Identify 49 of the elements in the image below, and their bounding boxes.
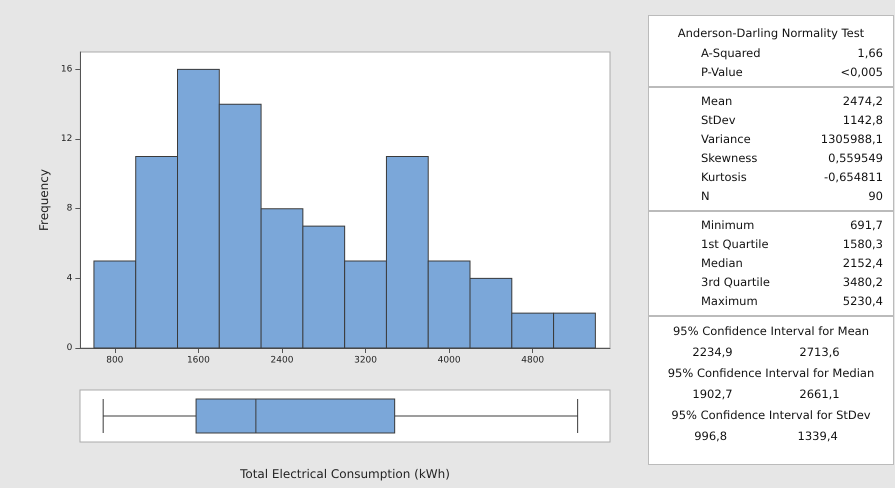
text: 95% Confidence Interval for Median (666, 365, 876, 382)
text: 2152,4 (842, 255, 883, 272)
y-axis-title: Frequency (37, 169, 51, 231)
y-tick-label: 16 (60, 64, 73, 74)
x-tick-label: 3200 (354, 356, 378, 366)
text: Mean (701, 93, 734, 110)
x-axis-title: Total Electrical Consumption (kWh) (239, 467, 450, 481)
text: 1902,7 (692, 386, 733, 403)
text: Variance (701, 131, 752, 148)
text: 1st Quartile (701, 236, 770, 253)
text: A-Squared (701, 45, 762, 62)
x-tick-label: 4800 (521, 356, 544, 366)
text: 2661,1 (799, 386, 840, 403)
y-tick-label: 12 (60, 134, 72, 144)
x-tick-label: 800 (106, 356, 124, 366)
text: 95% Confidence Interval for StDev (670, 407, 872, 424)
text: 1305988,1 (820, 131, 883, 148)
text: N (701, 188, 711, 205)
x-tick-label: 1600 (186, 356, 210, 366)
text: 1,66 (857, 45, 883, 62)
text: Skewness (701, 150, 758, 167)
text: 90 (868, 188, 883, 205)
text: 691,7 (850, 217, 883, 234)
text: 1142,8 (842, 112, 883, 129)
text: 2474,2 (842, 93, 883, 110)
text: Median (701, 255, 744, 272)
x-tick-label: 4000 (438, 356, 461, 366)
text: Minimum (701, 217, 756, 234)
y-tick-label: 8 (66, 204, 73, 214)
text: 2713,6 (799, 344, 840, 361)
text: Maximum (701, 293, 759, 310)
text: -0,654811 (824, 169, 883, 186)
text: 1339,4 (798, 428, 838, 445)
text: 3480,2 (842, 274, 883, 291)
text: Anderson-Darling Normality Test (676, 25, 866, 42)
text: 996,8 (694, 428, 728, 445)
text: 1580,3 (842, 236, 883, 253)
text: 0,559549 (828, 150, 883, 167)
text: StDev (701, 112, 737, 129)
x-tick-label: 2400 (270, 356, 294, 366)
text: <0,005 (840, 64, 883, 81)
text: 5230,4 (842, 293, 883, 310)
text: 2234,9 (692, 344, 733, 361)
y-tick-label: 0 (66, 343, 73, 353)
text: 3rd Quartile (701, 274, 771, 291)
text: P-Value (701, 64, 744, 81)
text: 95% Confidence Interval for Mean (672, 323, 870, 340)
text: Kurtosis (701, 169, 748, 186)
y-tick-label: 4 (66, 273, 73, 284)
